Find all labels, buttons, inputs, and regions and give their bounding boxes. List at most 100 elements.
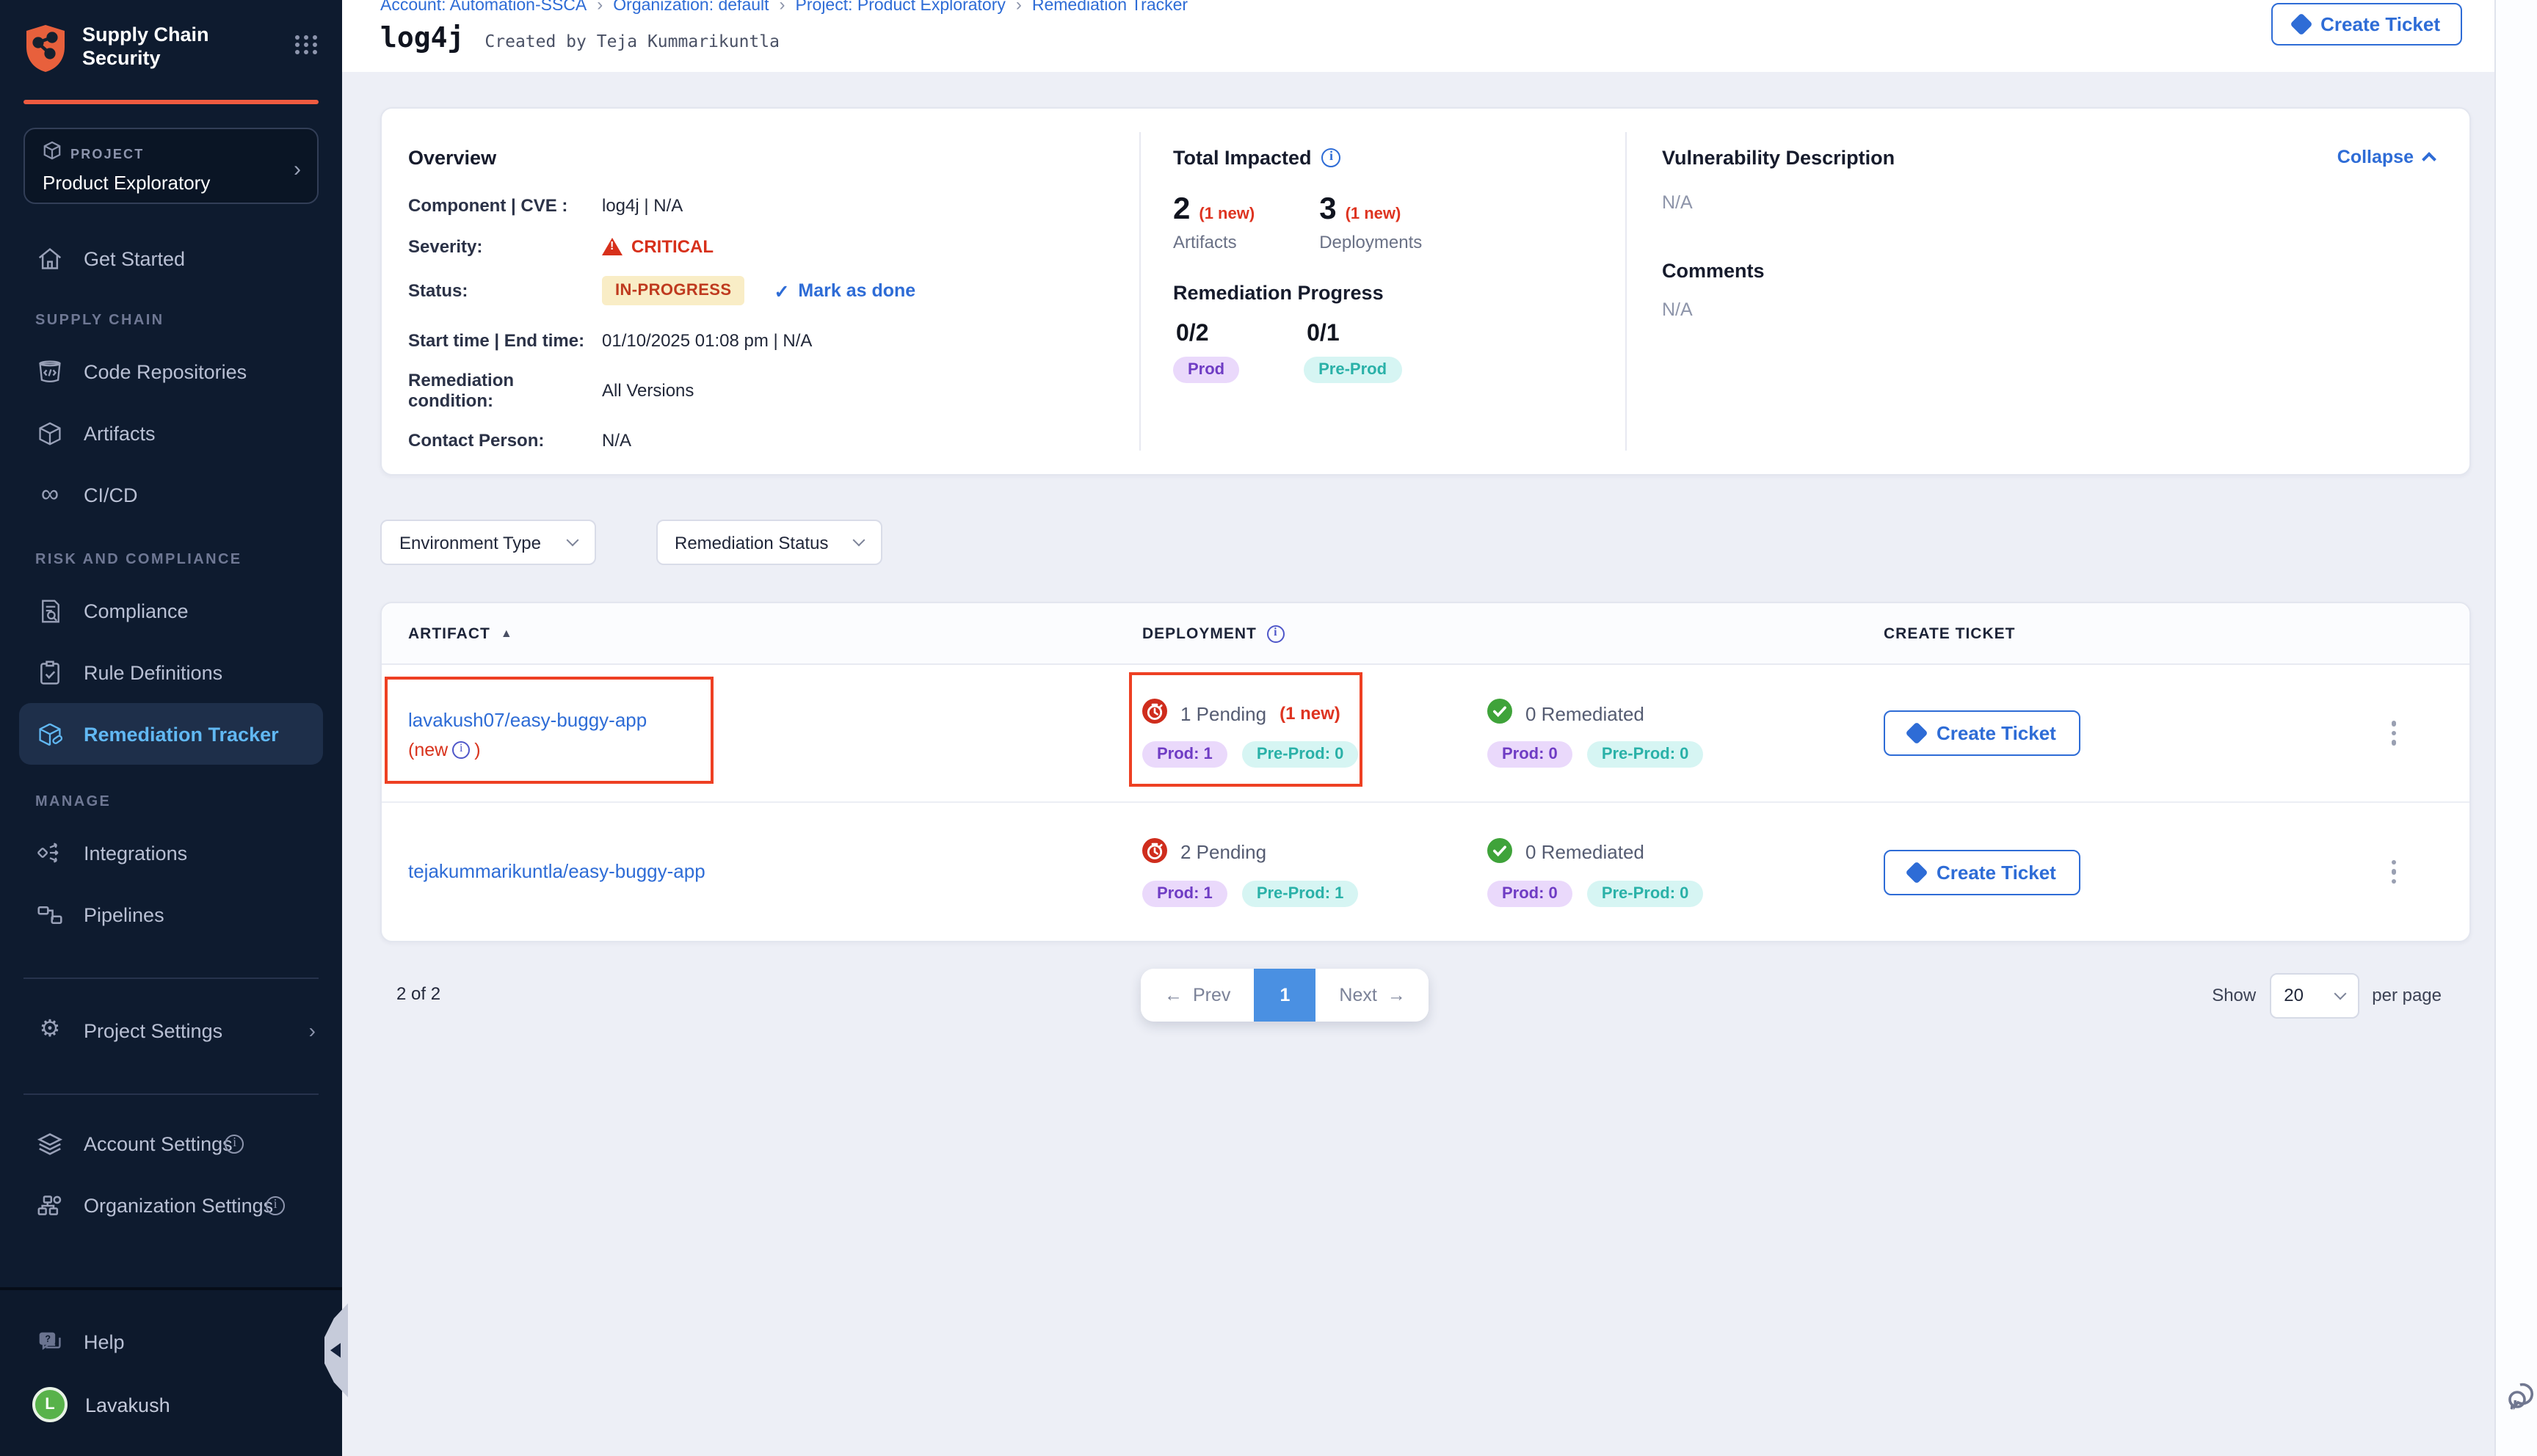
pipelines-icon bbox=[35, 903, 65, 925]
project-name: Product Exploratory bbox=[43, 172, 300, 194]
arrow-left-icon: ← bbox=[1164, 985, 1183, 1005]
sidebar-item-project-settings[interactable]: ⚙ Project Settings › bbox=[0, 1000, 342, 1061]
artifact-link[interactable]: lavakush07/easy-buggy-app bbox=[408, 708, 647, 730]
sidebar-item-code-repositories[interactable]: Code Repositories bbox=[0, 341, 342, 402]
app-window: Supply Chain Security PROJECT Product Ex… bbox=[0, 0, 2537, 1456]
project-selector[interactable]: PROJECT Product Exploratory › bbox=[23, 128, 319, 204]
cube-icon bbox=[43, 141, 62, 167]
mark-as-done-link[interactable]: ✓Mark as done bbox=[774, 280, 915, 302]
sidebar-item-pipelines[interactable]: Pipelines bbox=[0, 884, 342, 945]
artifact-column-header[interactable]: ARTIFACT▲ bbox=[408, 625, 1142, 642]
vulnerability-description-value: N/A bbox=[1662, 192, 2434, 213]
clipboard-check-icon bbox=[35, 660, 65, 685]
sidebar-item-label: Artifacts bbox=[84, 422, 156, 444]
home-icon bbox=[35, 246, 65, 271]
remediation-condition-value: All Versions bbox=[602, 380, 694, 401]
info-icon[interactable] bbox=[225, 1134, 244, 1153]
brand-divider bbox=[23, 100, 319, 104]
content-area: Overview Component | CVE : log4j | N/A S… bbox=[342, 72, 2537, 1456]
page-size-select[interactable]: 20 bbox=[2269, 972, 2359, 1018]
sidebar-item-rule-definitions[interactable]: Rule Definitions bbox=[0, 641, 342, 703]
create-ticket-button-top[interactable]: Create Ticket bbox=[2271, 3, 2462, 46]
row-options-kebab-icon[interactable] bbox=[2385, 716, 2402, 751]
breadcrumb-project[interactable]: Project: Product Exploratory bbox=[796, 0, 1006, 15]
package-cube-icon bbox=[35, 421, 65, 445]
breadcrumb-account[interactable]: Account: Automation-SSCA bbox=[380, 0, 587, 15]
remediated-count: 0 Remediated bbox=[1525, 841, 1644, 863]
next-page-button[interactable]: Next→ bbox=[1315, 969, 1429, 1022]
collapse-link[interactable]: Collapse bbox=[2337, 147, 2434, 167]
page-number-button[interactable]: 1 bbox=[1254, 969, 1315, 1022]
sidebar-item-remediation-tracker[interactable]: Remediation Tracker bbox=[19, 703, 323, 765]
chevron-up-icon bbox=[2422, 152, 2436, 167]
ticket-cell: Create Ticket bbox=[1884, 710, 2469, 756]
vulnerability-panel: Vulnerability Description Collapse N/A C… bbox=[1627, 109, 2469, 474]
preprod-progress: 0/1 Pre-Prod bbox=[1304, 321, 1401, 383]
breadcrumb-organization[interactable]: Organization: default bbox=[613, 0, 769, 15]
check-icon: ✓ bbox=[774, 280, 789, 302]
environment-type-filter[interactable]: Environment Type bbox=[380, 520, 595, 565]
deployment-column-header: DEPLOYMENT bbox=[1142, 625, 1487, 642]
svg-text:?: ? bbox=[45, 1333, 51, 1344]
sidebar-item-label: Code Repositories bbox=[84, 360, 247, 382]
create-ticket-button-row[interactable]: Create Ticket bbox=[1884, 849, 2081, 895]
user-name: Lavakush bbox=[85, 1394, 170, 1416]
app-switcher-grid-icon[interactable] bbox=[295, 35, 319, 54]
prod-badge: Prod bbox=[1173, 357, 1239, 383]
sidebar-item-integrations[interactable]: Integrations bbox=[0, 822, 342, 884]
support-chat-icon[interactable] bbox=[2505, 1377, 2537, 1422]
info-icon[interactable] bbox=[1267, 625, 1285, 642]
pending-count: 2 Pending bbox=[1180, 841, 1266, 863]
page-header: Account: Automation-SSCA › Organization: d… bbox=[342, 0, 2537, 72]
info-icon[interactable] bbox=[266, 1195, 285, 1215]
ticket-cell: Create Ticket bbox=[1884, 849, 2469, 895]
artifact-new-flag: (new ) bbox=[408, 739, 1142, 760]
sidebar-section-supply-chain: SUPPLY CHAIN bbox=[0, 289, 342, 341]
sidebar-item-artifacts[interactable]: Artifacts bbox=[0, 402, 342, 464]
preprod-count-badge: Pre-Prod: 0 bbox=[1587, 880, 1704, 906]
breadcrumb: Account: Automation-SSCA › Organization: d… bbox=[380, 0, 2537, 15]
sidebar-item-account-settings[interactable]: Account Settings bbox=[0, 1113, 342, 1174]
sidebar-nav: Get Started SUPPLY CHAIN Code Repositori… bbox=[0, 228, 342, 1236]
sidebar-item-label: Project Settings bbox=[84, 1019, 222, 1041]
sidebar-item-help[interactable]: ? Help bbox=[0, 1311, 342, 1372]
ticket-diamond-icon bbox=[1905, 860, 1928, 883]
chevron-right-icon: › bbox=[309, 1019, 316, 1042]
code-repository-icon bbox=[35, 359, 65, 384]
info-icon[interactable] bbox=[1322, 148, 1341, 167]
remediated-check-icon bbox=[1487, 837, 1512, 867]
sidebar-divider bbox=[23, 1093, 319, 1095]
sidebar-item-label: Account Settings bbox=[84, 1132, 233, 1154]
remediation-status-filter[interactable]: Remediation Status bbox=[656, 520, 882, 565]
sidebar-item-get-started[interactable]: Get Started bbox=[0, 228, 342, 289]
gear-icon: ⚙ bbox=[35, 1020, 65, 1041]
create-ticket-button-row[interactable]: Create Ticket bbox=[1884, 710, 2081, 756]
scrollbar-rail[interactable] bbox=[2494, 0, 2537, 1456]
warning-triangle-icon bbox=[602, 238, 623, 255]
user-menu[interactable]: L Lavakush bbox=[0, 1387, 342, 1422]
chevron-down-icon bbox=[566, 534, 578, 547]
sidebar-item-organization-settings[interactable]: Organization Settings bbox=[0, 1174, 342, 1236]
prod-count-badge: Prod: 0 bbox=[1487, 741, 1572, 768]
org-hierarchy-gear-icon bbox=[35, 1193, 65, 1217]
sidebar-item-cicd[interactable]: ∞ CI/CD bbox=[0, 464, 342, 525]
breadcrumb-separator: › bbox=[597, 0, 603, 15]
per-page-label: per page bbox=[2372, 985, 2442, 1005]
breadcrumb-current[interactable]: Remediation Tracker bbox=[1032, 0, 1188, 15]
overview-heading: Overview bbox=[408, 147, 1139, 169]
deployment-pending-cell: 2 Pending Prod: 1 Pre-Prod: 1 bbox=[1142, 837, 1487, 906]
sidebar-item-compliance[interactable]: Compliance bbox=[0, 580, 342, 641]
sidebar-item-label: Pipelines bbox=[84, 903, 164, 925]
severity-label: Severity: bbox=[408, 236, 602, 257]
artifact-link[interactable]: tejakummarikuntla/easy-buggy-app bbox=[408, 860, 705, 882]
row-options-kebab-icon[interactable] bbox=[2385, 854, 2402, 890]
pending-count: 1 Pending bbox=[1180, 702, 1266, 724]
pagination-bar: 2 of 2 ←Prev 1 Next→ Show 20 per page bbox=[380, 969, 2471, 1022]
info-icon[interactable] bbox=[452, 740, 470, 758]
sidebar-item-label: Integrations bbox=[84, 842, 187, 864]
sidebar-item-label: Organization Settings bbox=[84, 1194, 273, 1216]
integrations-icon bbox=[35, 841, 65, 864]
remediated-cell: 0 Remediated Prod: 0 Pre-Prod: 0 bbox=[1487, 837, 1884, 906]
impacted-deployments-stat: 3 (1 new) Deployments bbox=[1319, 192, 1422, 252]
prev-page-button[interactable]: ←Prev bbox=[1141, 969, 1254, 1022]
